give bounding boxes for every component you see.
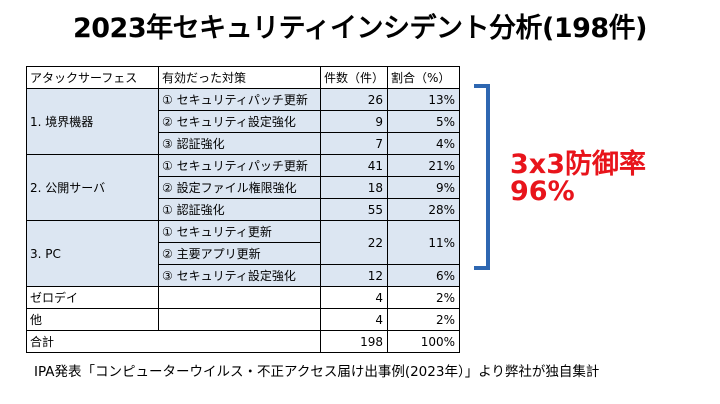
percent-cell: 5% xyxy=(387,110,461,133)
count-cell: 4 xyxy=(319,308,389,331)
header-measure: 有効だった対策 xyxy=(158,66,321,89)
group-bracket xyxy=(474,84,490,270)
count-cell: 41 xyxy=(319,154,389,177)
percent-cell: 28% xyxy=(387,198,461,221)
table-row: ② 主要アプリ更新 xyxy=(27,242,460,265)
defense-rate-label: 3x3防御率 xyxy=(510,149,646,180)
measure-cell xyxy=(158,286,321,309)
percent-cell: 21% xyxy=(387,154,461,177)
count-cell: 4 xyxy=(319,286,389,309)
total-percent: 100% xyxy=(387,330,461,353)
measure-cell: ① セキュリティパッチ更新 xyxy=(158,154,321,177)
measure-cell: ③ 認証強化 xyxy=(158,132,321,155)
table-row: 3. PC ① セキュリティ更新 22 11% xyxy=(26,220,461,287)
group-label: ゼロデイ xyxy=(26,286,159,309)
group-label: 3. PC xyxy=(26,220,159,287)
defense-rate-value: 96% xyxy=(510,176,575,207)
count-cell: 26 xyxy=(319,88,389,111)
table-total-row: 合計 198 100% xyxy=(26,330,461,353)
header-attack-surface: アタックサーフェス xyxy=(26,66,159,89)
count-cell: 18 xyxy=(319,176,389,199)
total-count: 198 xyxy=(319,330,389,353)
header-percent: 割合（%） xyxy=(387,66,461,89)
measure-cell: ① セキュリティパッチ更新 xyxy=(158,88,321,111)
group-label: 2. 公開サーバ xyxy=(26,154,159,221)
header-count: 件数（件） xyxy=(319,66,389,89)
source-note: IPA発表「コンピューターウイルス・不正アクセス届け出事例(2023年）」より弊… xyxy=(34,364,600,380)
measure-cell: ① 認証強化 xyxy=(158,198,321,221)
page-title: 2023年セキュリティインシデント分析(198件) xyxy=(72,13,648,44)
group-label: 他 xyxy=(26,308,159,331)
count-cell: 55 xyxy=(319,198,389,221)
percent-cell: 2% xyxy=(387,286,461,309)
percent-cell: 13% xyxy=(387,88,461,111)
table-row: 2. 公開サーバ ① セキュリティパッチ更新 41 21% xyxy=(26,154,461,221)
table-header-row: アタックサーフェス 有効だった対策 件数（件） 割合（%） xyxy=(26,66,461,89)
measure-cell: ③ セキュリティ設定強化 xyxy=(158,264,321,287)
incident-table: アタックサーフェス 有効だった対策 件数（件） 割合（%） 1. 境界機器 ① … xyxy=(26,66,461,353)
measure-cell: ① セキュリティ更新 xyxy=(158,220,321,243)
percent-cell-merged: 11% xyxy=(387,220,461,265)
table-row: 1. 境界機器 ① セキュリティパッチ更新 26 13% xyxy=(26,88,461,155)
group-label: 1. 境界機器 xyxy=(26,88,159,155)
count-cell: 7 xyxy=(319,132,389,155)
table-row: ① 認証強化 55 28% xyxy=(27,198,461,221)
table-row: ③ 認証強化 7 4% xyxy=(27,132,461,155)
table-row: ゼロデイ 4 2% xyxy=(26,286,461,309)
percent-cell: 2% xyxy=(387,308,461,331)
total-label: 合計 xyxy=(26,330,321,353)
measure-cell: ② セキュリティ設定強化 xyxy=(158,110,321,133)
table-row: 他 4 2% xyxy=(26,308,461,331)
count-cell: 9 xyxy=(319,110,389,133)
measure-cell: ② 設定ファイル権限強化 xyxy=(158,176,321,199)
percent-cell: 9% xyxy=(387,176,461,199)
percent-cell: 4% xyxy=(387,132,461,155)
count-cell: 12 xyxy=(319,264,389,287)
measure-cell: ② 主要アプリ更新 xyxy=(158,242,321,265)
measure-cell xyxy=(158,308,321,331)
count-cell-merged: 22 xyxy=(319,220,389,265)
percent-cell: 6% xyxy=(387,264,461,287)
